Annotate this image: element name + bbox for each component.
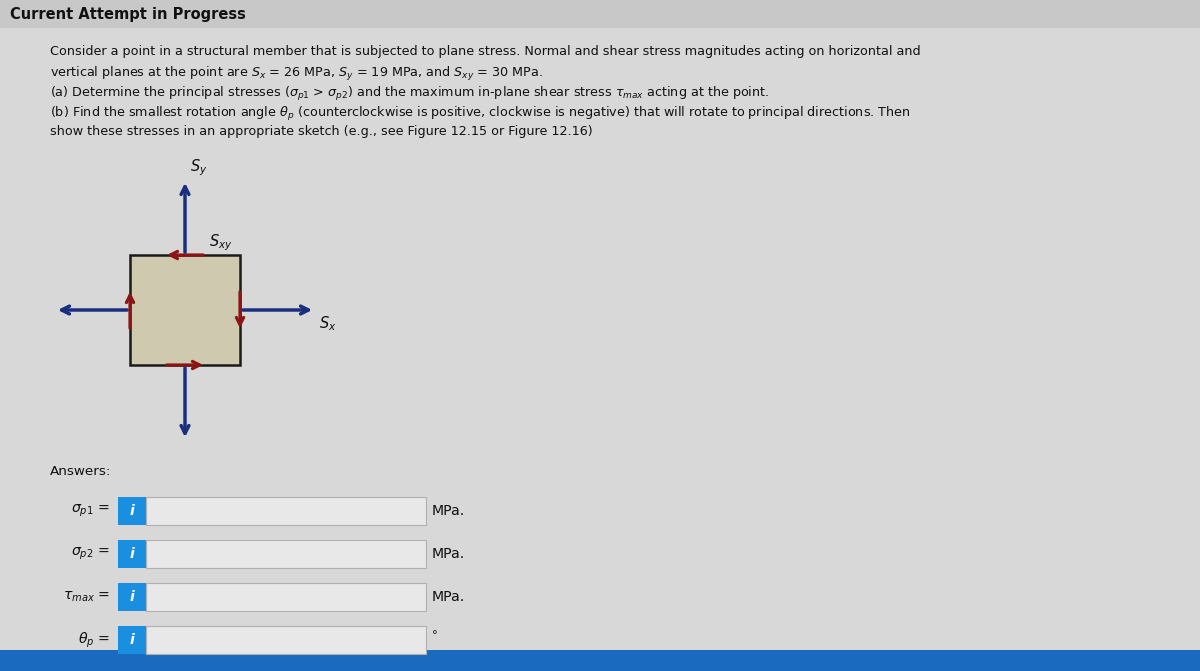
- Bar: [118, 626, 146, 654]
- Text: i: i: [130, 504, 134, 518]
- Text: Current Attempt in Progress: Current Attempt in Progress: [10, 7, 246, 21]
- Bar: [146, 626, 426, 654]
- Text: MPa.: MPa.: [432, 504, 466, 518]
- Bar: [118, 583, 146, 611]
- Text: $S_{xy}$: $S_{xy}$: [209, 232, 233, 253]
- Bar: [130, 255, 240, 365]
- Bar: [118, 497, 146, 525]
- Bar: [118, 540, 146, 568]
- Text: MPa.: MPa.: [432, 547, 466, 561]
- Text: $\theta_p$ =: $\theta_p$ =: [78, 630, 110, 650]
- Text: vertical planes at the point are $S_x$ = 26 MPa, $S_y$ = 19 MPa, and $S_{xy}$ = : vertical planes at the point are $S_x$ =…: [50, 65, 544, 83]
- Bar: [0, 650, 1200, 671]
- Text: i: i: [130, 590, 134, 604]
- Text: i: i: [130, 633, 134, 647]
- Bar: [146, 540, 426, 568]
- Text: Consider a point in a structural member that is subjected to plane stress. Norma: Consider a point in a structural member …: [50, 45, 920, 58]
- Bar: [146, 497, 426, 525]
- Text: $S_x$: $S_x$: [319, 314, 336, 333]
- Bar: [0, 0, 1200, 28]
- Text: $S_y$: $S_y$: [190, 158, 208, 178]
- Bar: [146, 583, 426, 611]
- Text: (a) Determine the principal stresses ($\sigma_{p1}$ > $\sigma_{p2}$) and the max: (a) Determine the principal stresses ($\…: [50, 85, 769, 103]
- Text: $\tau_{max}$ =: $\tau_{max}$ =: [62, 590, 110, 604]
- Text: °: °: [432, 630, 438, 640]
- Text: i: i: [130, 547, 134, 561]
- Text: show these stresses in an appropriate sketch (e.g., see Figure 12.15 or Figure 1: show these stresses in an appropriate sk…: [50, 125, 593, 138]
- Text: MPa.: MPa.: [432, 590, 466, 604]
- Text: $\sigma_{p2}$ =: $\sigma_{p2}$ =: [71, 546, 110, 562]
- Text: $\sigma_{p1}$ =: $\sigma_{p1}$ =: [71, 503, 110, 519]
- Text: Answers:: Answers:: [50, 465, 112, 478]
- Text: (b) Find the smallest rotation angle $\theta_p$ (counterclockwise is positive, c: (b) Find the smallest rotation angle $\t…: [50, 105, 911, 123]
